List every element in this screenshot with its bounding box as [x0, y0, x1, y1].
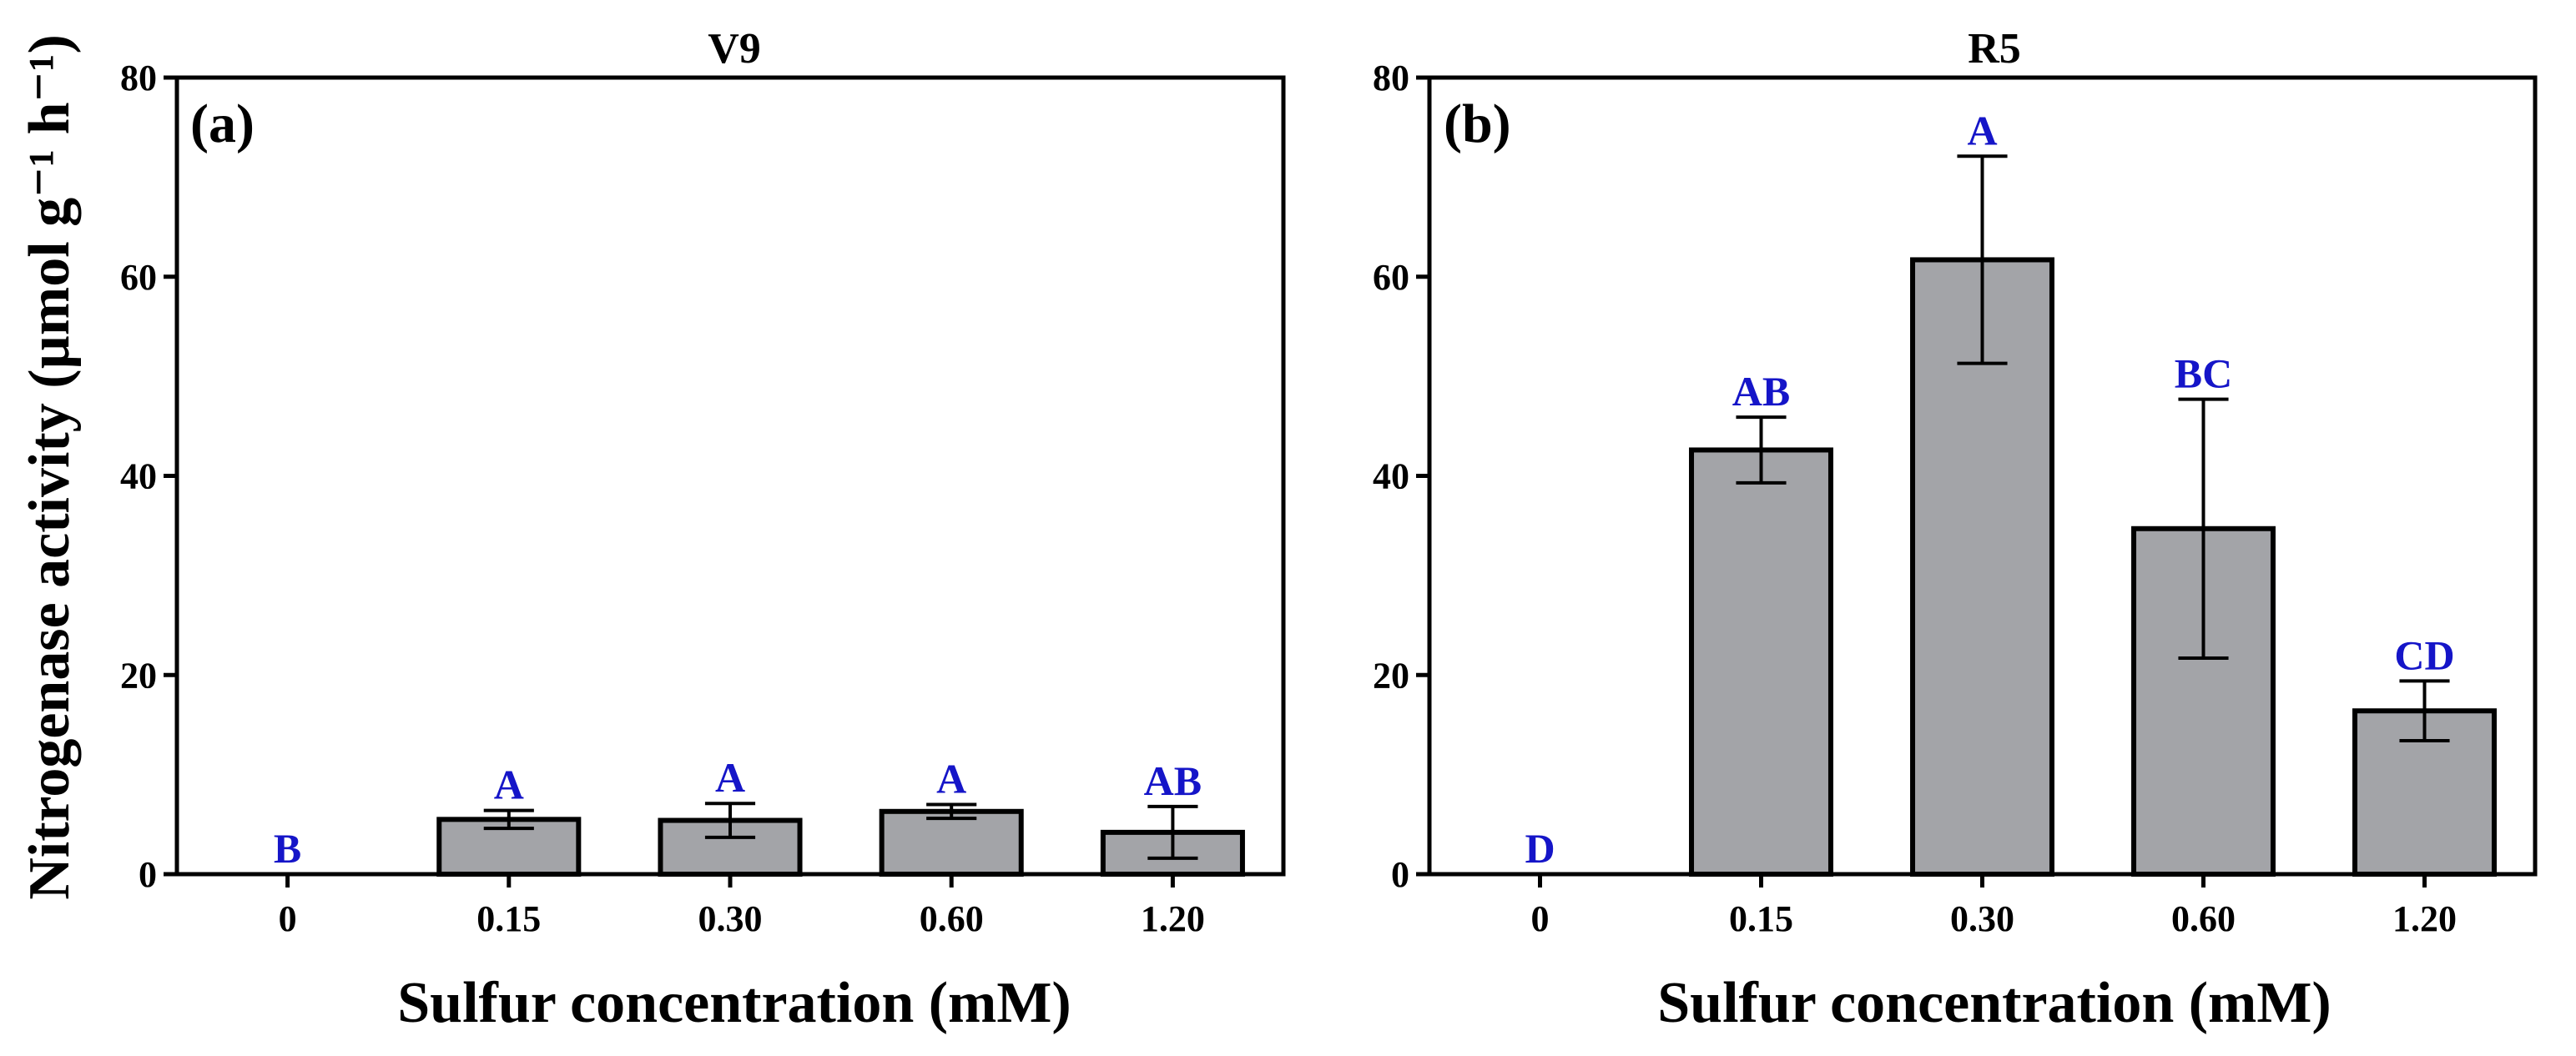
- panel-b-x-tick-label: 0.60: [2171, 898, 2236, 939]
- panel-b-x-tick-label: 0.30: [1950, 898, 2014, 939]
- panel-b-y-tick-label: 0: [1391, 854, 1409, 895]
- panel-b-bar: [1689, 447, 1833, 877]
- panel-a-x-tick-label: 0.60: [920, 898, 984, 939]
- panel-a-tag: (a): [190, 93, 255, 154]
- panel-a-x-tick-label: 1.20: [1141, 898, 1205, 939]
- panel-b-title: R5: [1968, 25, 2021, 73]
- panel-b-significance-letter: AB: [1732, 368, 1790, 415]
- chart-panel-b: R5 (b) Sulfur concentration (mM) 0 20 40 60…: [1373, 25, 2538, 1035]
- panel-a-y-tick-label: 80: [120, 58, 157, 98]
- chart-panel-a: V9 (a) Sulfur concentration (mM) 0 20 40 60…: [120, 25, 1286, 1035]
- panel-a-y-tick-label: 20: [120, 655, 157, 696]
- panel-a-y-tick-label: 40: [120, 456, 157, 497]
- panel-b-significance-letter: D: [1525, 825, 1555, 872]
- panel-a-y-tick-label: 0: [139, 854, 157, 895]
- panel-b-y-tick-label: 80: [1373, 58, 1409, 98]
- y-axis-title: Nitrogenase activity (µmol g⁻¹ h⁻¹): [18, 34, 82, 900]
- panel-a-significance-letter: AB: [1144, 757, 1202, 804]
- panel-b-x-axis-title: Sulfur concentration (mM): [1657, 971, 2332, 1035]
- panel-a-x-tick-label: 0.15: [476, 898, 541, 939]
- panel-a-significance-letter: A: [715, 754, 745, 801]
- panel-a-significance-letter: A: [936, 755, 966, 802]
- panel-a-title: V9: [708, 25, 761, 73]
- panel-b-y-tick-label: 40: [1373, 456, 1409, 497]
- panel-b-significance-letter: CD: [2394, 631, 2454, 678]
- panel-b-x-tick-label: 0.15: [1729, 898, 1793, 939]
- panel-a-bar: [879, 808, 1024, 877]
- panel-a-x-axis-title: Sulfur concentration (mM): [397, 971, 1071, 1035]
- panel-b-significance-letter: BC: [2175, 350, 2232, 397]
- panel-b-tag: (b): [1444, 93, 1511, 154]
- panel-b-y-tick-label: 20: [1373, 655, 1409, 696]
- panel-b-x-tick-label: 0: [1531, 898, 1550, 939]
- panel-b-y-tick-label: 60: [1373, 257, 1409, 298]
- panel-a-y-tick-label: 60: [120, 257, 157, 298]
- panel-b-significance-letter: A: [1967, 107, 1997, 153]
- panel-b-x-tick-label: 1.20: [2392, 898, 2457, 939]
- panel-a-x-tick-label: 0.30: [698, 898, 763, 939]
- panel-a-x-tick-label: 0: [279, 898, 297, 939]
- panel-a-bar: [658, 817, 803, 877]
- panel-a-significance-letter: A: [494, 762, 524, 808]
- panel-a-significance-letter: B: [274, 825, 301, 872]
